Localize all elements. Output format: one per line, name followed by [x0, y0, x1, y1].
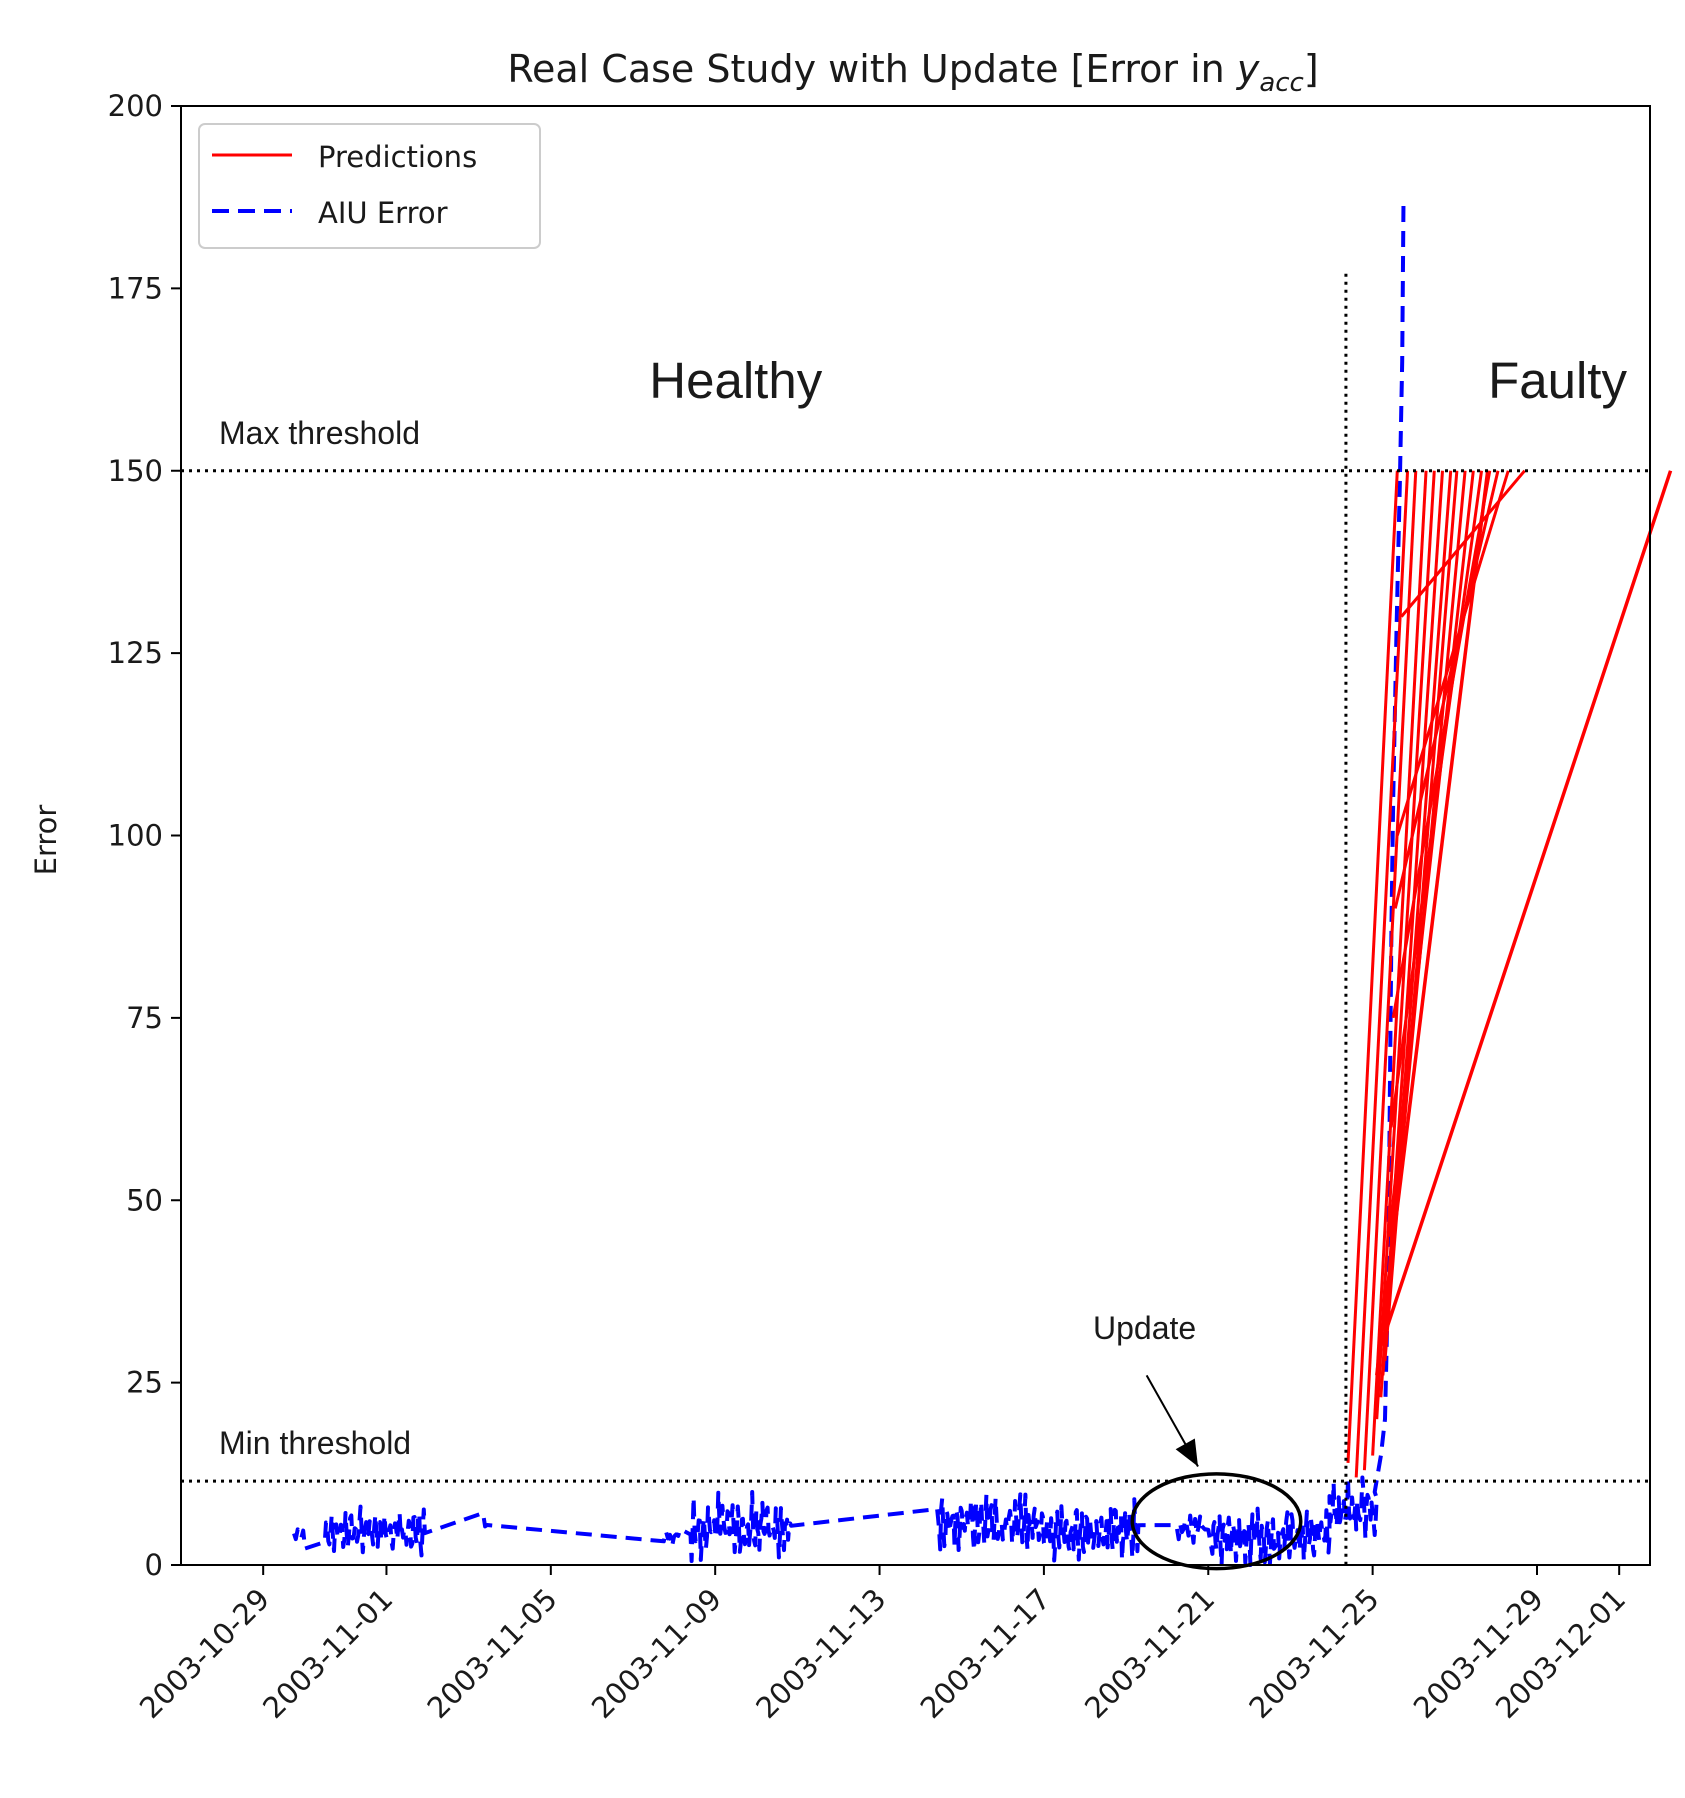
x-tick-label-2003-11-01: 2003-11-01 [256, 1582, 399, 1725]
y-tick-label-200: 200 [108, 89, 163, 123]
prediction-line-13 [1395, 470, 1510, 836]
region-label-faulty: Faulty [1488, 352, 1627, 409]
prediction-line-3 [1371, 470, 1428, 1456]
y-axis-label: Error [29, 805, 63, 876]
prediction-line-5 [1379, 470, 1444, 1398]
prediction-line-2 [1362, 470, 1418, 1471]
x-tick-label-2003-11-13: 2003-11-13 [749, 1582, 892, 1725]
y-tick-label-175: 175 [108, 271, 163, 305]
chart-title: Real Case Study with Update [Error in ya… [507, 47, 1318, 98]
y-tick-label-100: 100 [108, 819, 163, 853]
prediction-line-10 [1389, 470, 1484, 1128]
y-tick-label-75: 75 [126, 1001, 163, 1035]
plot-area: Max threshold Min threshold Healthy Faulty U… [181, 200, 1673, 1571]
y-tick-label-0: 0 [145, 1548, 163, 1582]
y-tick-label-150: 150 [108, 454, 163, 488]
x-tick-label-2003-10-29: 2003-10-29 [133, 1582, 276, 1725]
prediction-line-0 [1346, 470, 1399, 1463]
legend-aiu-error-label: AIU Error [318, 196, 448, 230]
update-ellipse [1130, 1472, 1303, 1571]
y-axis: 0 25 50 75 100 125 150 175 200 [108, 89, 181, 1582]
plot-frame [180, 105, 1651, 1566]
x-tick-label-2003-11-17: 2003-11-17 [914, 1582, 1057, 1725]
y-tick-label-50: 50 [126, 1183, 163, 1217]
legend: Predictions AIU Error [198, 123, 541, 249]
prediction-line-14 [1400, 469, 1526, 618]
update-arrow-head [1175, 1438, 1198, 1467]
x-tick-label-2003-11-25: 2003-11-25 [1242, 1582, 1385, 1725]
prediction-long-line-0 [1375, 470, 1490, 1376]
prediction-line-11 [1391, 470, 1492, 1019]
series-aiu-error [292, 200, 1406, 1567]
prediction-line-9 [1387, 470, 1475, 1237]
prediction-line-1 [1354, 470, 1410, 1478]
region-label-healthy: Healthy [649, 352, 822, 409]
x-tick-label-2003-11-05: 2003-11-05 [421, 1582, 564, 1725]
y-tick-label-25: 25 [126, 1366, 163, 1400]
update-label: Update [1093, 1310, 1196, 1346]
legend-predictions-label: Predictions [318, 140, 477, 174]
x-tick-label-2003-11-21: 2003-11-21 [1078, 1582, 1221, 1725]
x-tick-label-2003-11-09: 2003-11-09 [585, 1582, 728, 1725]
min-threshold-label: Min threshold [219, 1425, 411, 1461]
prediction-line-12 [1393, 470, 1500, 909]
max-threshold-label: Max threshold [219, 415, 420, 451]
y-tick-label-125: 125 [108, 636, 163, 670]
prediction-long-line-1 [1379, 470, 1673, 1347]
